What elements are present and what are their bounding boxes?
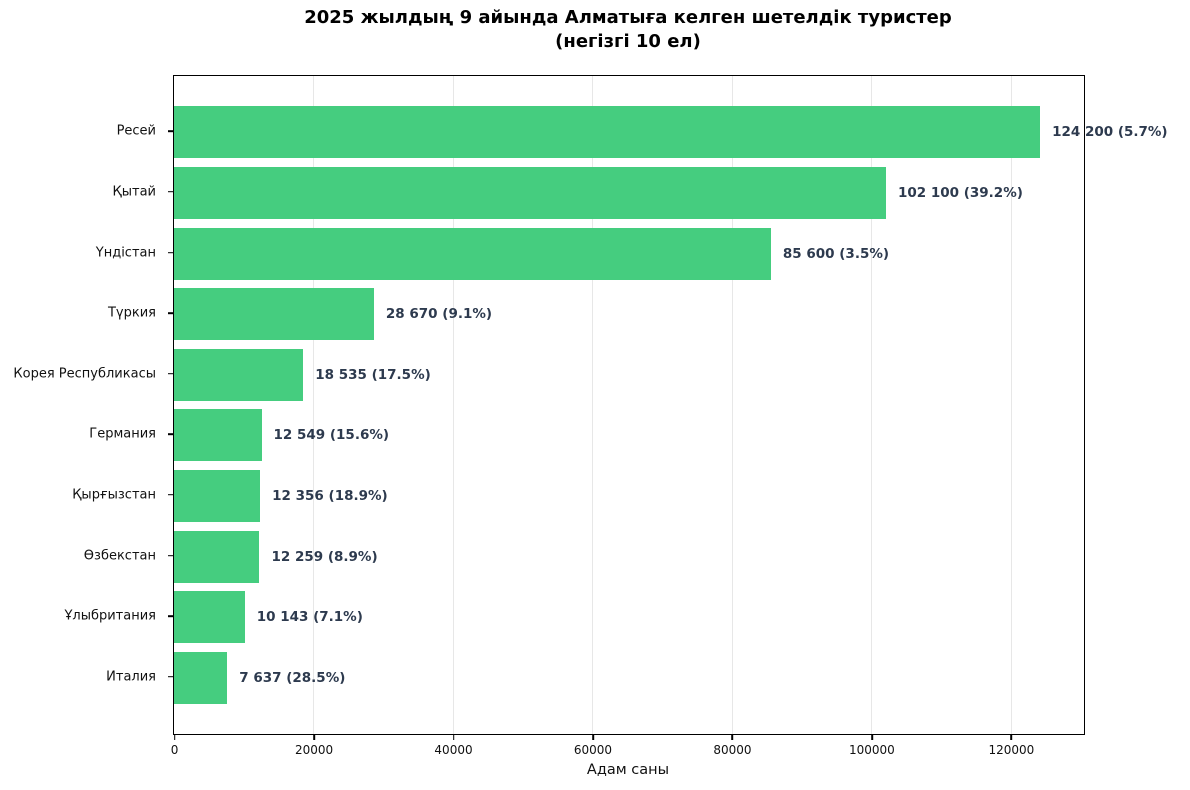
bar-value-label-7: 12 259 (8.9%) bbox=[271, 548, 378, 565]
plot-area: 124 200 (5.7%) 102 100 (39.2%) 85 600 (3.5… bbox=[173, 75, 1168, 735]
gridline-x-100000 bbox=[871, 76, 873, 734]
gridline-x-80000 bbox=[731, 76, 733, 734]
bar-value-label-3: 28 670 (9.1%) bbox=[385, 306, 493, 323]
y-tick-7 bbox=[168, 554, 173, 557]
bar-3 bbox=[174, 288, 374, 341]
bar-0 bbox=[174, 106, 1041, 159]
x-axis-label: Адам саны bbox=[586, 762, 670, 778]
x-tick-120000 bbox=[1010, 734, 1013, 740]
x-tick-20000 bbox=[313, 734, 315, 740]
bar-1 bbox=[174, 166, 886, 219]
y-tick-5 bbox=[168, 433, 173, 436]
x-tick-label-20000: 20000 bbox=[294, 743, 334, 757]
category-label-8: Ұлыбритания bbox=[64, 608, 156, 624]
category-label-6: Қырғызстан bbox=[72, 487, 156, 503]
y-tick-6 bbox=[168, 494, 173, 496]
category-label-0: Ресей bbox=[116, 123, 156, 139]
y-tick-2 bbox=[168, 251, 173, 254]
y-tick-4 bbox=[168, 372, 173, 375]
y-tick-1 bbox=[168, 191, 173, 193]
y-tick-0 bbox=[168, 130, 173, 133]
x-tick-label-40000: 40000 bbox=[434, 743, 473, 757]
x-tick-label-120000: 120000 bbox=[988, 743, 1035, 757]
bar-value-label-4: 18 535 (17.5%) bbox=[315, 366, 431, 383]
category-label-4: Корея Республикасы bbox=[13, 366, 156, 382]
x-tick-100000 bbox=[871, 734, 873, 740]
y-axis-category-labels: Ресей Қытай Үндістан Түркия Корея Республика… bbox=[0, 75, 166, 733]
y-tick-9 bbox=[168, 675, 173, 678]
x-tick-60000 bbox=[592, 734, 594, 740]
x-tick-label-60000: 60000 bbox=[573, 743, 613, 757]
category-label-3: Түркия bbox=[107, 305, 156, 321]
gridline-x-20000 bbox=[313, 76, 315, 734]
bar-value-label-1: 102 100 (39.2%) bbox=[897, 184, 1023, 201]
gridline-x-40000 bbox=[452, 76, 454, 734]
chart-title-line2: (негізгі 10 ел) bbox=[555, 31, 701, 53]
x-tick-80000 bbox=[731, 734, 734, 740]
bar-4 bbox=[174, 348, 304, 401]
gridline-x-60000 bbox=[592, 76, 594, 734]
bar-value-label-6: 12 356 (18.9%) bbox=[272, 487, 388, 504]
x-tick-label-100000: 100000 bbox=[849, 743, 895, 757]
x-tick-label-80000: 80000 bbox=[713, 743, 752, 757]
x-tick-0 bbox=[173, 734, 176, 740]
chart-title: 2025 жылдың 9 айында Алматыға келген шет… bbox=[173, 6, 1083, 55]
bar-value-label-5: 12 549 (15.6%) bbox=[273, 427, 390, 444]
category-label-1: Қытай bbox=[112, 184, 156, 200]
category-label-9: Италия bbox=[106, 669, 156, 685]
bar-value-label-0: 124 200 (5.7%) bbox=[1052, 124, 1168, 141]
bar-value-label-2: 85 600 (3.5%) bbox=[782, 245, 890, 262]
bar-value-label-8: 10 143 (7.1%) bbox=[256, 609, 363, 626]
bar-7 bbox=[174, 530, 260, 583]
bar-9 bbox=[174, 651, 228, 704]
bar-value-label-9: 7 637 (28.5%) bbox=[239, 669, 346, 686]
category-label-7: Өзбекстан bbox=[83, 548, 156, 563]
bar-6 bbox=[174, 469, 261, 522]
x-tick-40000 bbox=[452, 734, 455, 740]
bar-8 bbox=[174, 591, 245, 644]
category-label-5: Германия bbox=[89, 426, 156, 442]
gridline-x-120000 bbox=[1010, 76, 1012, 734]
category-label-2: Үндістан bbox=[95, 245, 156, 260]
chart-title-line1: 2025 жылдың 9 айында Алматыға келген шет… bbox=[304, 7, 952, 28]
y-tick-3 bbox=[168, 312, 173, 314]
x-tick-label-0: 0 bbox=[170, 743, 179, 757]
bar-2 bbox=[174, 227, 771, 280]
y-tick-8 bbox=[168, 615, 173, 617]
bar-5 bbox=[174, 409, 262, 462]
